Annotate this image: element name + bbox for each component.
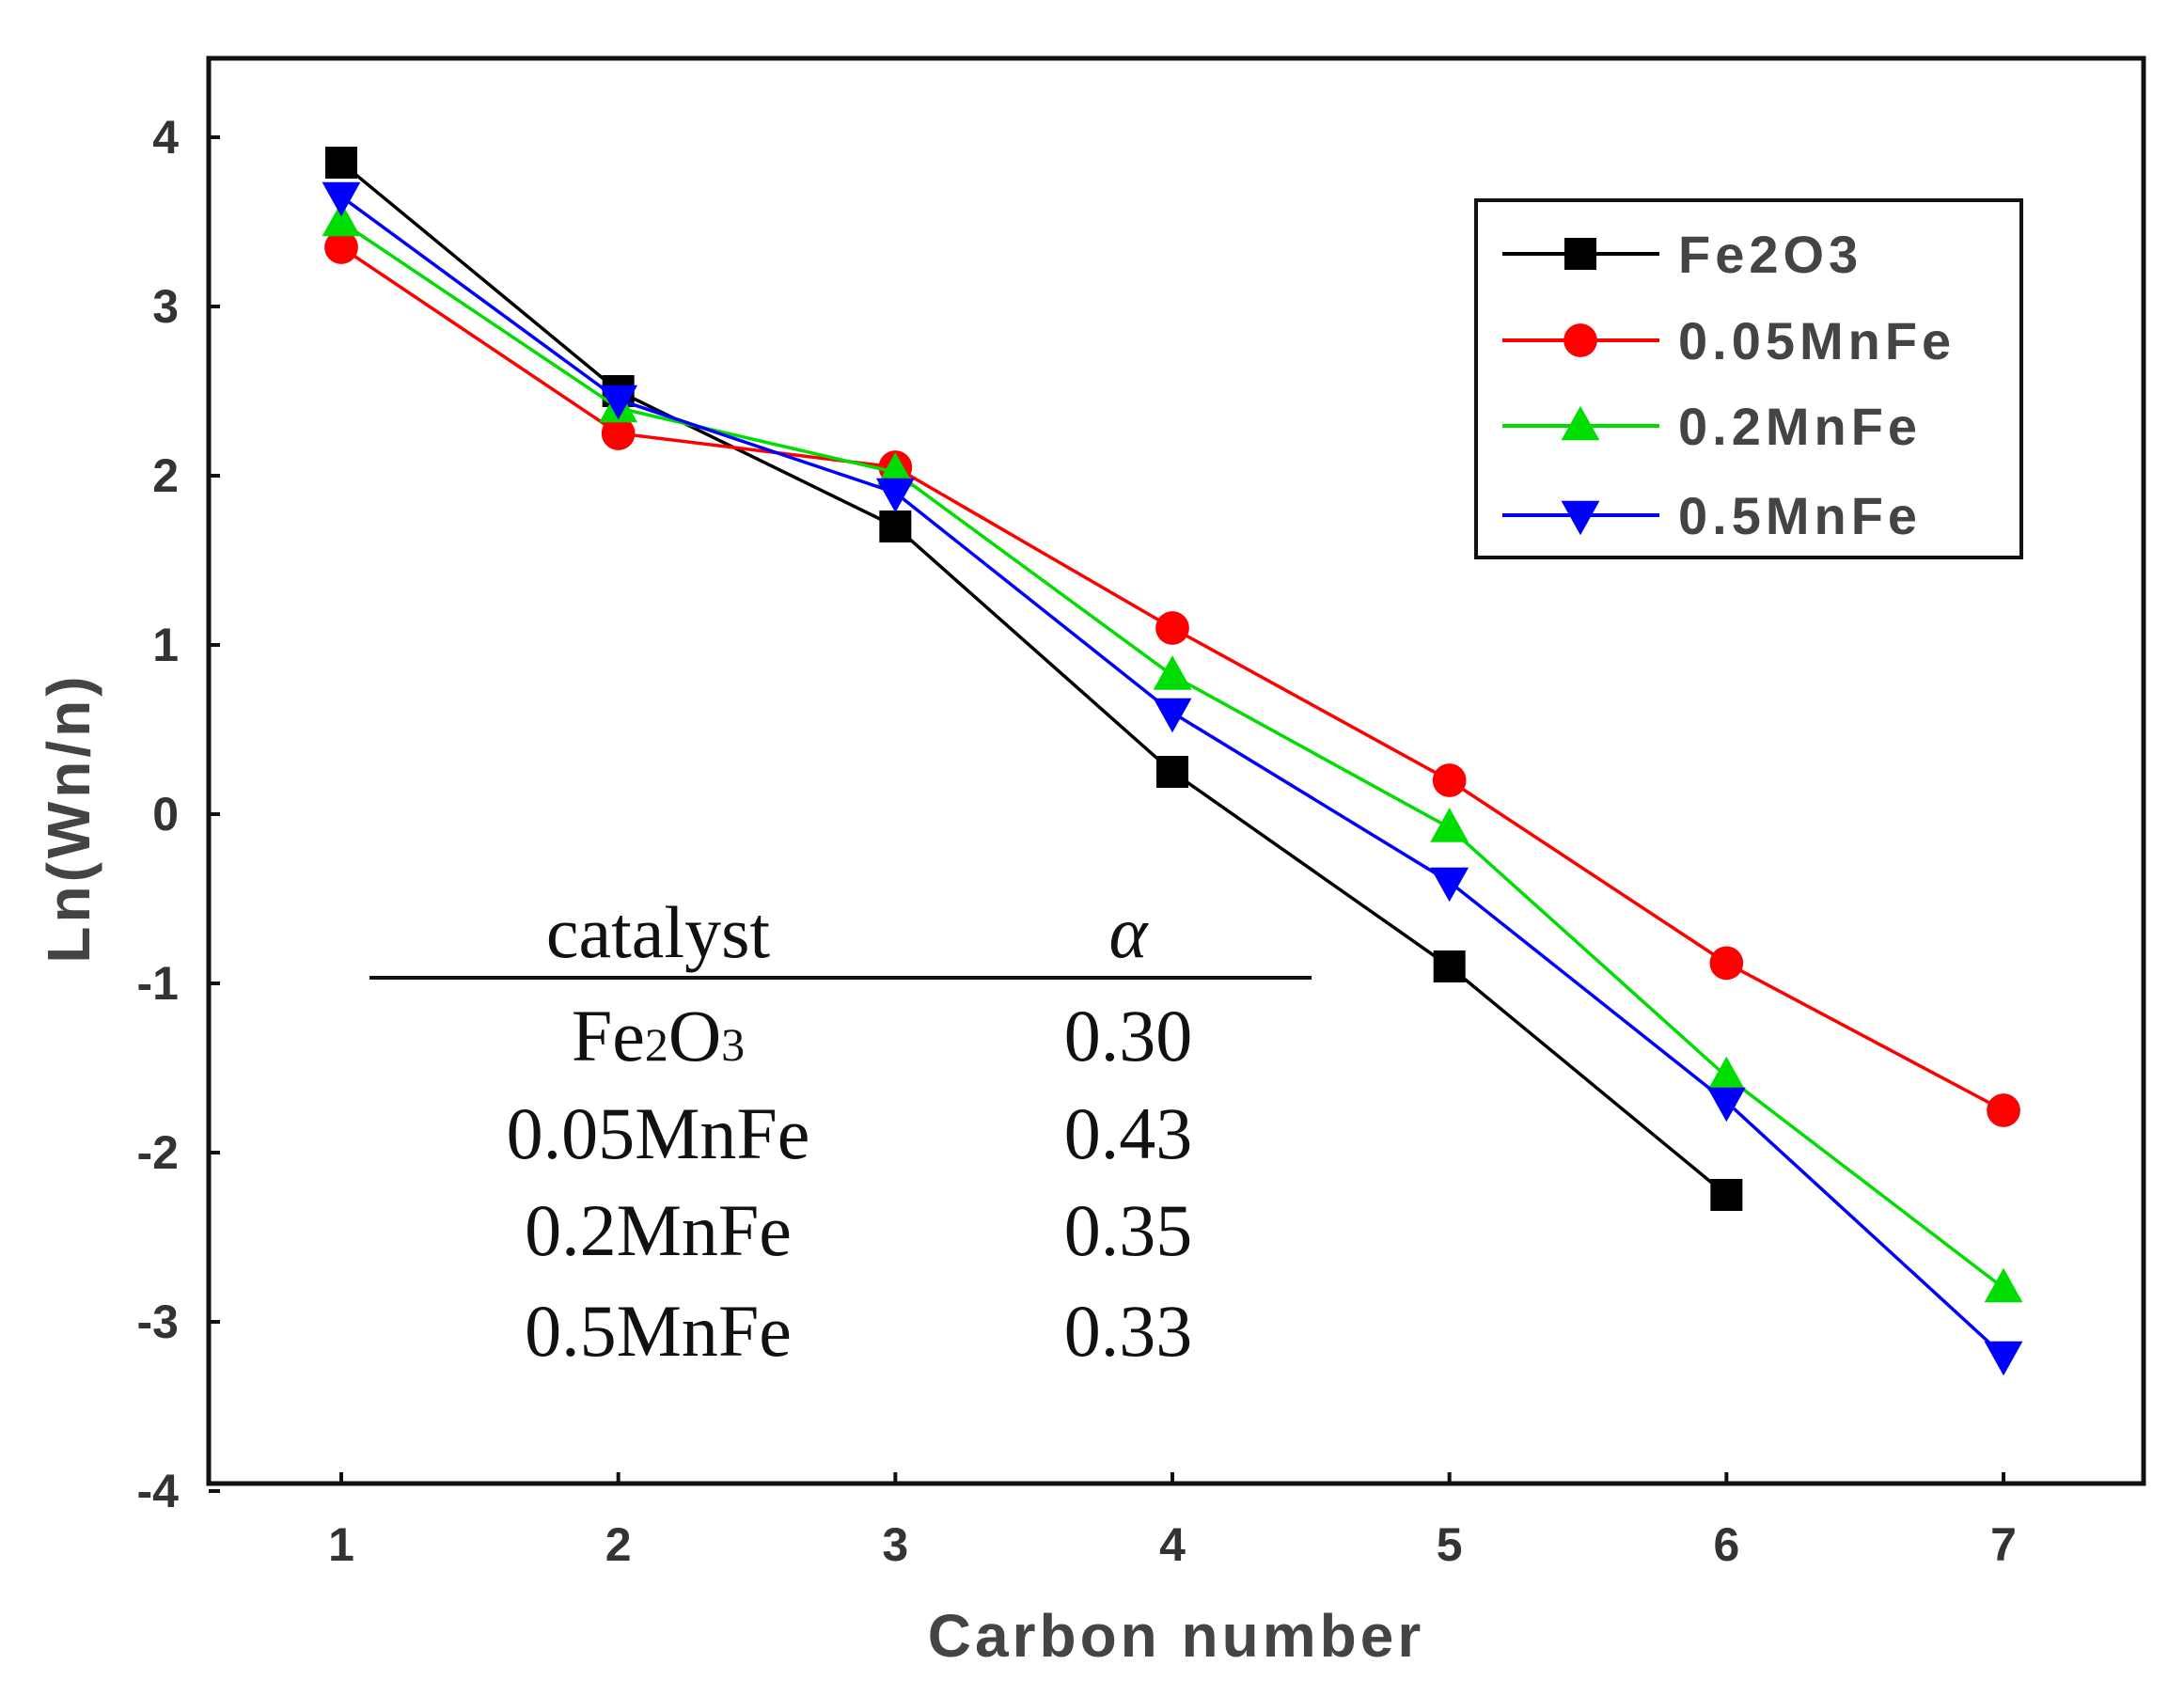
inset-row: 0.2MnFe 0.35 [525,1189,1192,1271]
y-tick-label: -3 [137,1296,179,1348]
legend-entry: Fe2O3 [1502,225,1862,284]
inset-catalyst-part: O [668,995,721,1076]
inset-catalyst: 0.5MnFe [525,1290,792,1372]
data-point-marker [1561,405,1600,441]
inset-header-catalyst: catalyst [546,891,771,973]
legend-label: 0.5MnFe [1678,486,1922,545]
data-point-marker [879,510,912,542]
legend-label: 0.05MnFe [1678,311,1956,370]
data-point-marker [1710,1179,1743,1211]
inset-catalyst: 0.2MnFe [525,1189,792,1271]
data-point-marker [1153,698,1192,733]
inset-row: Fe2O3 0.30 [572,995,1192,1076]
data-point-marker [1156,756,1189,788]
y-tick-label: 0 [152,788,179,840]
data-point-marker [322,201,361,237]
x-tick-label: 4 [1159,1518,1186,1571]
data-point-marker [1564,238,1596,270]
inset-row: 0.05MnFe 0.43 [507,1092,1193,1174]
x-axis-title: Carbon number [928,1602,1424,1670]
data-point-marker [1432,763,1467,797]
data-point-marker [1984,1341,2023,1376]
data-point-marker [1987,1093,2020,1127]
inset-catalyst-subscript: 3 [721,1018,745,1071]
legend: Fe2O3 0.05MnFe 0.2MnFe 0.5MnFe [1474,198,2023,559]
inset-rows: Fe2O3 0.300.05MnFe 0.430.2MnFe 0.350.5MnFe 0… [507,995,1193,1372]
data-point-marker [1153,655,1192,690]
x-tick-label: 2 [605,1518,632,1571]
inset-table: catalyst α Fe2O3 0.300.05MnFe 0.430.2MnFe 0… [369,891,1312,1372]
series-layer [322,147,2023,1376]
y-tick-label: 3 [152,280,179,333]
x-axis-ticks: 1 2 3 4 5 6 7 [328,1472,2017,1571]
data-point-marker [324,230,358,264]
y-tick-label: 1 [152,619,179,671]
legend-label: 0.2MnFe [1678,397,1922,456]
data-point-marker [601,416,636,450]
y-tick-label: -2 [137,1126,179,1179]
inset-catalyst: 0.05MnFe [507,1092,810,1174]
series-Fe2O3 [325,147,1743,1211]
legend-entries: Fe2O3 0.05MnFe 0.2MnFe 0.5MnFe [1502,225,1956,545]
inset-row: 0.5MnFe 0.33 [525,1290,1192,1372]
data-point-marker [322,181,361,217]
data-point-marker [1984,1267,2023,1303]
inset-catalyst-part: Fe [572,995,645,1076]
legend-entry: 0.05MnFe [1502,311,1956,370]
series-line [339,161,1728,1197]
y-axis-title: Ln(Wn/n) [35,672,102,963]
data-point-marker [1433,950,1466,982]
y-tick-label: 2 [152,449,179,502]
x-tick-label: 3 [882,1518,908,1571]
x-tick-label: 1 [328,1518,354,1571]
inset-header-alpha: α [1109,891,1150,973]
data-point-marker [325,147,357,179]
y-axis-ticks: 4 3 2 1 0 -1 -2 -3 -4 [137,111,220,1517]
inset-catalyst-part: 0.2MnFe [525,1189,792,1271]
data-point-marker [1709,946,1744,981]
legend-label: Fe2O3 [1678,225,1862,284]
inset-alpha: 0.33 [1064,1290,1193,1372]
inset-alpha: 0.43 [1064,1092,1193,1174]
inset-catalyst-subscript: 2 [645,1018,668,1071]
y-tick-label: -4 [137,1465,180,1517]
legend-entry: 0.2MnFe [1502,397,1922,456]
series-0.05MnFe [324,230,2020,1127]
legend-entry: 0.5MnFe [1502,486,1922,545]
inset-catalyst-part: 0.5MnFe [525,1290,792,1372]
data-point-marker [1430,867,1469,903]
data-point-marker [1563,323,1597,357]
inset-alpha: 0.30 [1064,995,1193,1076]
inset-alpha: 0.35 [1064,1189,1193,1271]
data-point-marker [599,385,638,420]
data-point-marker [1706,1056,1746,1091]
data-point-marker [875,452,915,487]
x-tick-label: 5 [1437,1518,1463,1571]
plot-frame [206,55,2146,1486]
data-point-marker [1430,808,1469,842]
data-point-marker [875,478,915,513]
inset-catalyst-part: 0.05MnFe [507,1092,810,1174]
data-point-marker [1155,611,1189,645]
series-0.5MnFe [322,181,2023,1376]
inset-catalyst: Fe2O3 [572,995,745,1076]
y-tick-label: -1 [137,957,179,1010]
data-point-marker [1706,1087,1746,1123]
x-tick-label: 7 [1990,1518,2017,1571]
data-point-marker [1561,500,1600,536]
y-tick-label: 4 [152,111,179,164]
x-tick-label: 6 [1713,1518,1739,1571]
